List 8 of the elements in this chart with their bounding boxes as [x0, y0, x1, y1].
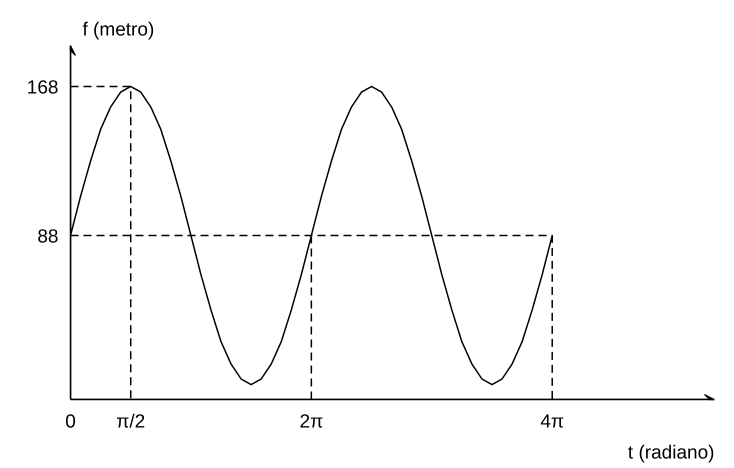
x-tick-label: 2π [300, 412, 324, 432]
x-tick-label: 4π [540, 412, 564, 432]
x-tick-label: π/2 [116, 412, 146, 432]
y-tick-label: 168 [26, 77, 58, 98]
y-axis-title: f (metro) [82, 20, 154, 40]
x-axis-title: t (radiano) [628, 442, 715, 464]
x-tick-label: 0 [65, 412, 76, 432]
y-tick-label: 88 [37, 226, 59, 248]
